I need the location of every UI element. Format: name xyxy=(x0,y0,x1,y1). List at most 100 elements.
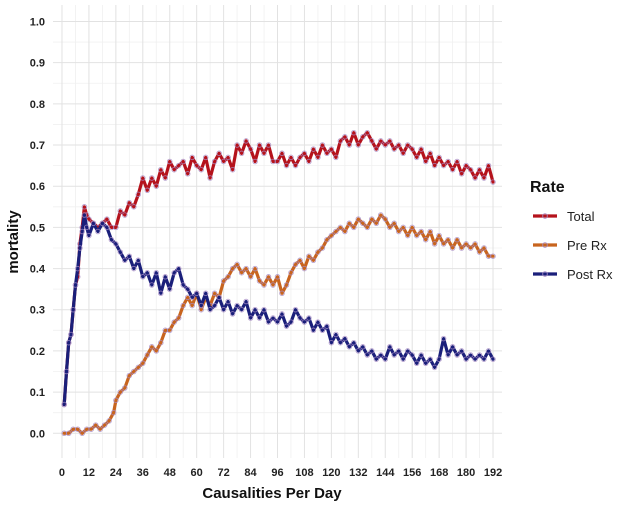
data-point-pre-rx xyxy=(211,290,218,297)
data-point-total xyxy=(476,166,483,173)
data-point-post-rx xyxy=(265,319,272,325)
data-point-post-rx xyxy=(445,352,451,358)
data-point-total xyxy=(292,162,299,169)
data-point-pre-rx xyxy=(229,265,236,272)
data-point-pre-rx xyxy=(144,352,151,358)
data-point-pre-rx xyxy=(140,360,146,367)
data-point-post-rx xyxy=(153,269,160,276)
data-point-post-rx xyxy=(211,302,218,309)
data-point-total xyxy=(252,158,258,165)
x-tick-label: 0 xyxy=(59,467,65,479)
data-point-total xyxy=(243,138,249,144)
data-point-post-rx xyxy=(481,356,487,362)
data-point-pre-rx xyxy=(117,389,124,395)
x-tick-label: 96 xyxy=(271,467,283,479)
data-point-total xyxy=(238,150,245,157)
data-point-post-rx xyxy=(427,356,433,362)
data-point-post-rx xyxy=(400,356,406,362)
data-point-total xyxy=(481,175,487,181)
data-point-post-rx xyxy=(189,294,195,301)
data-point-total xyxy=(207,175,213,181)
data-point-post-rx xyxy=(256,315,263,321)
data-point-post-rx xyxy=(216,294,222,301)
data-point-total xyxy=(472,175,478,181)
data-point-total xyxy=(202,154,209,161)
data-point-post-rx xyxy=(373,356,380,362)
legend-label-total: Total xyxy=(567,209,595,224)
data-point-total xyxy=(467,166,474,173)
data-point-post-rx xyxy=(202,290,209,297)
data-point-post-rx xyxy=(324,323,330,329)
data-point-post-rx xyxy=(418,352,424,358)
data-point-pre-rx xyxy=(481,245,487,251)
data-point-pre-rx xyxy=(97,426,103,432)
data-point-post-rx xyxy=(81,212,88,218)
data-point-post-rx xyxy=(247,315,254,321)
data-point-total xyxy=(440,162,447,169)
data-point-post-rx xyxy=(225,298,231,305)
data-point-post-rx xyxy=(449,344,456,350)
data-point-post-rx xyxy=(409,352,415,358)
data-point-total xyxy=(216,150,222,157)
data-point-total xyxy=(431,162,438,169)
data-point-post-rx xyxy=(131,265,137,272)
data-point-post-rx xyxy=(355,348,362,354)
data-point-post-rx xyxy=(395,348,402,354)
data-point-post-rx xyxy=(238,306,245,313)
data-point-post-rx xyxy=(122,257,128,264)
data-point-pre-rx xyxy=(440,241,447,247)
data-point-total xyxy=(454,158,460,165)
data-point-post-rx xyxy=(476,352,483,358)
data-point-total xyxy=(355,142,362,148)
data-point-pre-rx xyxy=(171,319,177,325)
data-point-post-rx xyxy=(166,286,173,292)
data-point-pre-rx xyxy=(101,422,108,428)
data-point-total xyxy=(198,166,204,173)
y-tick-label: 0.0 xyxy=(30,428,45,440)
data-point-pre-rx xyxy=(346,220,353,227)
x-tick-label: 24 xyxy=(110,467,123,479)
data-point-total xyxy=(122,212,128,218)
data-point-total xyxy=(395,142,402,148)
data-point-pre-rx xyxy=(445,236,451,243)
data-point-pre-rx xyxy=(418,228,424,235)
data-point-pre-rx xyxy=(265,274,272,280)
data-point-total xyxy=(283,162,290,169)
data-point-pre-rx xyxy=(373,220,380,227)
data-point-post-rx xyxy=(95,228,101,235)
data-point-pre-rx xyxy=(279,290,285,297)
data-point-pre-rx xyxy=(74,426,81,432)
data-point-pre-rx xyxy=(458,245,465,251)
data-point-pre-rx xyxy=(324,236,330,243)
data-point-pre-rx xyxy=(490,253,496,259)
data-point-pre-rx xyxy=(467,245,474,251)
data-point-post-rx xyxy=(162,274,169,280)
data-point-pre-rx xyxy=(261,282,267,288)
data-point-post-rx xyxy=(467,352,474,358)
data-point-post-rx xyxy=(180,282,186,288)
data-point-total xyxy=(135,191,142,198)
x-tick-label: 12 xyxy=(83,467,95,479)
data-point-total xyxy=(324,150,330,157)
data-point-post-rx xyxy=(158,290,164,297)
y-tick-label: 0.6 xyxy=(30,181,45,193)
data-point-pre-rx xyxy=(149,344,155,350)
data-point-pre-rx xyxy=(360,220,366,227)
data-point-post-rx xyxy=(378,352,384,358)
data-point-post-rx xyxy=(61,401,67,408)
data-point-pre-rx xyxy=(297,257,303,264)
y-tick-label: 0.3 xyxy=(30,305,45,317)
data-point-total xyxy=(409,146,415,152)
series-layer xyxy=(61,129,496,437)
data-point-post-rx xyxy=(306,315,312,321)
data-point-total xyxy=(490,179,496,185)
data-point-total xyxy=(265,142,272,148)
data-point-total xyxy=(189,154,195,161)
data-point-pre-rx xyxy=(175,315,182,321)
data-point-pre-rx xyxy=(404,232,411,239)
data-point-pre-rx xyxy=(328,232,335,239)
x-tick-label: 156 xyxy=(403,467,421,479)
data-point-total xyxy=(458,171,465,177)
data-point-total xyxy=(140,175,146,181)
data-point-post-rx xyxy=(83,224,90,231)
